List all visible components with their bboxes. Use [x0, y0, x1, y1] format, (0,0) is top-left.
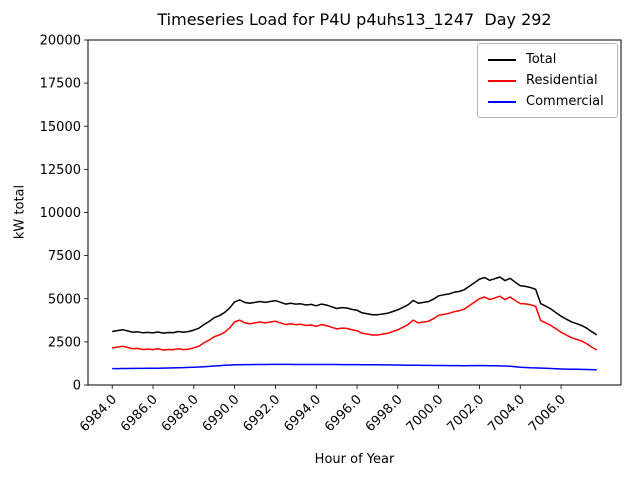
x-tick-label: 6992.0	[240, 392, 283, 435]
chart-title: Timeseries Load for P4U p4uhs13_1247 Day…	[157, 10, 552, 29]
x-tick-label: 6984.0	[77, 392, 120, 435]
legend-label-residential: Residential	[526, 73, 598, 88]
x-tick-label: 6998.0	[363, 392, 406, 435]
y-tick-label: 2500	[48, 335, 81, 350]
legend-line-total	[488, 58, 516, 61]
y-tick-label: 10000	[40, 206, 81, 221]
series-line-residential	[112, 295, 598, 351]
x-tick-label: 6996.0	[322, 392, 365, 435]
y-tick-label: 0	[73, 379, 81, 394]
y-tick-label: 17500	[40, 77, 81, 92]
legend-line-commercial	[488, 100, 516, 103]
legend-item-commercial: Commercial	[486, 91, 609, 112]
x-axis-label: Hour of Year	[314, 452, 395, 467]
x-tick-label: 6994.0	[281, 392, 324, 435]
legend-item-total: Total	[486, 49, 609, 70]
y-tick-label: 20000	[40, 34, 81, 49]
legend-line-residential	[488, 79, 516, 82]
series-line-total	[112, 276, 598, 336]
x-axis: 6984.06986.06988.06990.06992.06994.06996…	[77, 385, 569, 435]
y-tick-label: 15000	[40, 120, 81, 135]
legend-label-commercial: Commercial	[526, 94, 604, 109]
x-tick-label: 7002.0	[445, 392, 488, 435]
y-axis-label: kW total	[12, 184, 28, 240]
series-line-commercial	[112, 363, 597, 371]
y-tick-label: 12500	[40, 163, 81, 178]
x-tick-label: 6986.0	[118, 392, 161, 435]
x-tick-label: 7004.0	[485, 392, 528, 435]
y-tick-label: 5000	[48, 292, 81, 307]
x-tick-label: 6990.0	[200, 392, 243, 435]
legend-label-total: Total	[526, 52, 557, 67]
series-lines	[112, 276, 598, 371]
x-tick-label: 7006.0	[526, 392, 569, 435]
x-tick-label: 6988.0	[159, 392, 202, 435]
legend-item-residential: Residential	[486, 70, 609, 91]
y-axis: 0 2500 5000 7500 10000 12500 15000 17500 20000	[40, 34, 88, 394]
x-tick-label: 7000.0	[404, 392, 447, 435]
y-tick-label: 7500	[48, 249, 81, 264]
legend: Total Residential Commercial	[477, 43, 618, 118]
